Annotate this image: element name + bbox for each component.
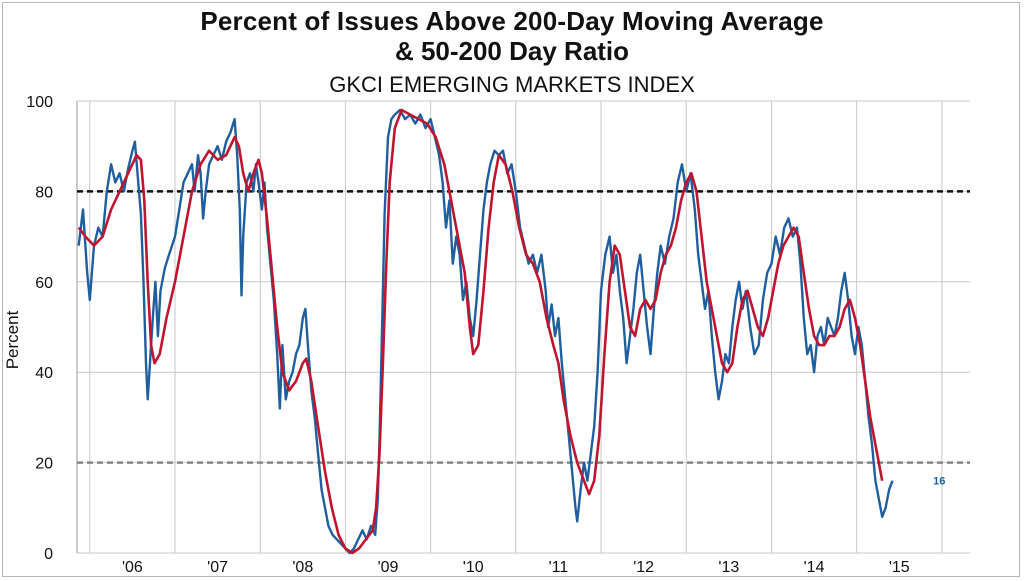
x-tick-label-0: '06 <box>122 559 143 576</box>
reference-lines <box>77 190 970 464</box>
grid <box>76 100 970 554</box>
end-value-label: 16 <box>933 476 945 488</box>
series-line-1 <box>77 108 884 555</box>
x-tick-label-5: '11 <box>549 559 569 576</box>
x-tick-label-7: '13 <box>718 559 739 576</box>
chart-subtitle: GKCI EMERGING MARKETS INDEX <box>329 72 695 97</box>
y-tick-label-20: 20 <box>35 456 53 473</box>
series-group <box>77 108 894 555</box>
y-axis-label: Percent <box>3 310 22 369</box>
x-tick-label-2: '08 <box>292 559 313 576</box>
y-tick-labels: 0 20 40 60 80 100 <box>26 94 53 563</box>
y-tick-label-40: 40 <box>35 365 53 382</box>
x-tick-label-9: '15 <box>889 559 910 576</box>
y-tick-label-0: 0 <box>44 546 53 563</box>
y-tick-label-80: 80 <box>35 184 53 201</box>
x-tick-label-3: '09 <box>378 559 399 576</box>
chart-title-line1: Percent of Issues Above 200-Day Moving A… <box>200 6 824 36</box>
x-tick-labels: '06 '07 '08 '09 '10 '11 '12 '13 '14 '15 <box>122 559 910 576</box>
y-tick-label-100: 100 <box>26 94 53 111</box>
y-tick-label-60: 60 <box>35 275 53 292</box>
chart-title-line2: & 50-200 Day Ratio <box>394 36 630 66</box>
x-tick-label-8: '14 <box>804 559 825 576</box>
x-tick-label-4: '10 <box>463 559 484 576</box>
series-line-0 <box>77 108 894 555</box>
x-tick-label-1: '07 <box>207 559 228 576</box>
x-tick-label-6: '12 <box>633 559 654 576</box>
